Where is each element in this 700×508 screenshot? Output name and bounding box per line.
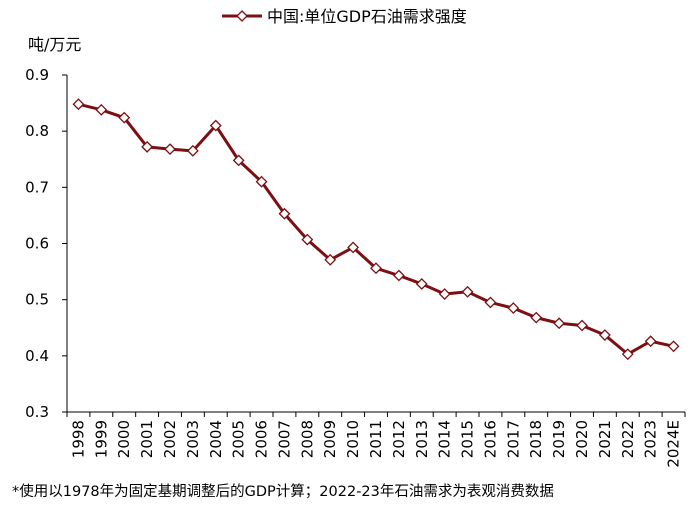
x-tick-label: 2020: [573, 420, 591, 458]
data-point-marker: [415, 278, 428, 290]
data-point-marker: [576, 319, 588, 332]
data-point-marker: [392, 269, 405, 282]
x-tick-label: 2000: [115, 420, 133, 458]
y-tick-label: 0.3: [25, 403, 49, 421]
data-point-marker: [621, 348, 634, 361]
y-tick-label: 0.8: [25, 122, 49, 140]
x-tick-label: 2006: [253, 420, 271, 458]
data-point-marker: [644, 335, 657, 348]
data-point-marker: [484, 296, 497, 309]
data-point-marker: [209, 119, 222, 132]
data-point-marker: [461, 285, 474, 298]
x-tick-label: 2018: [527, 420, 545, 458]
x-tick-label: 2002: [161, 420, 179, 458]
data-point-marker: [141, 140, 154, 153]
y-tick-label: 0.4: [25, 347, 49, 365]
x-tick-label: 2011: [367, 420, 385, 458]
footnote: *使用以1978年为固定基期调整后的GDP计算；2022-23年石油需求为表观消…: [12, 484, 554, 500]
y-tick-label: 0.9: [25, 66, 49, 84]
legend: 中国:单位GDP石油需求强度: [222, 7, 467, 26]
x-tick-label: 2019: [550, 420, 568, 458]
data-point-marker: [278, 207, 291, 220]
y-tick-label: 0.5: [25, 291, 49, 309]
x-tick-label: 2024E: [665, 420, 683, 468]
x-tick-label: 2007: [275, 420, 293, 458]
data-point-marker: [438, 288, 451, 300]
x-tick-label: 2008: [298, 420, 316, 458]
x-tick-label: 2014: [436, 420, 454, 458]
x-tick-label: 2003: [184, 420, 202, 458]
data-point-marker: [507, 302, 520, 315]
y-tick-label: 0.7: [25, 178, 49, 196]
legend-label: 中国:单位GDP石油需求强度: [267, 7, 467, 26]
data-point-marker: [530, 311, 543, 324]
x-tick-label: 2012: [390, 420, 408, 458]
data-point-marker: [598, 329, 611, 341]
x-tick-label: 2013: [413, 420, 431, 458]
x-tick-label: 2010: [344, 420, 362, 458]
x-tick-label: 1999: [92, 420, 110, 458]
data-point-marker: [72, 98, 85, 111]
data-point-marker: [553, 317, 566, 330]
x-tick-label: 2022: [619, 420, 637, 458]
y-axis-unit-label: 吨/万元: [28, 35, 81, 54]
data-point-marker: [255, 175, 268, 188]
data-point-marker: [370, 262, 382, 275]
data-point-marker: [164, 143, 176, 156]
x-tick-label: 2017: [504, 420, 522, 458]
x-tick-label: 2001: [138, 420, 156, 458]
legend-marker: [236, 10, 248, 22]
y-tick-label: 0.6: [25, 235, 49, 253]
data-point-marker: [347, 241, 360, 254]
x-axis-ticks: 1998 1999 2000 2001 2002 2003 2004 2005 2006 2007…: [66, 412, 686, 468]
y-axis-ticks: 0.3 0.4 0.5 0.6 0.7 0.8 0.9: [25, 66, 67, 421]
data-point-marker: [186, 144, 199, 157]
x-tick-label: 2016: [481, 420, 499, 458]
x-tick-label: 2005: [230, 420, 248, 458]
series-group: [72, 98, 680, 361]
data-point-marker: [324, 253, 337, 266]
x-tick-label: 1998: [69, 420, 87, 458]
data-point-marker: [667, 340, 680, 353]
data-point-marker: [95, 103, 108, 116]
x-tick-label: 2015: [459, 420, 477, 458]
series-line: [78, 102, 674, 356]
data-point-marker: [301, 233, 314, 246]
x-tick-label: 2023: [642, 420, 660, 458]
x-tick-label: 2004: [207, 420, 225, 458]
x-tick-label: 2009: [321, 420, 339, 458]
data-point-marker: [118, 111, 131, 124]
axes: [66, 75, 685, 413]
x-tick-label: 2021: [596, 420, 614, 458]
data-point-marker: [232, 154, 245, 167]
